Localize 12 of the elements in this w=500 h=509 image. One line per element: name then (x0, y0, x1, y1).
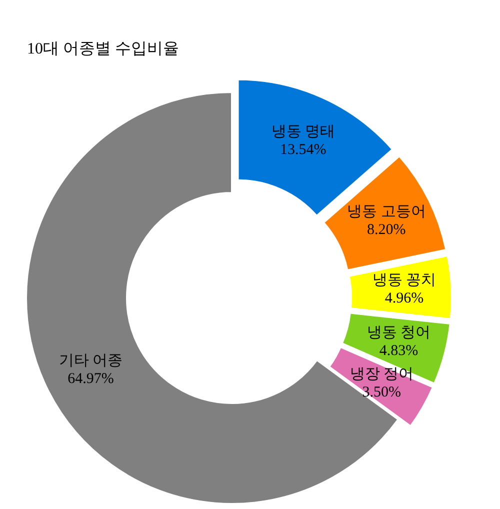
slice-label: 냉동 꽁치 (372, 272, 436, 289)
data-label: 3.50% (362, 384, 402, 401)
slice-label: 냉동 고등어 (347, 204, 426, 220)
data-label: 13.54% (280, 142, 326, 158)
data-label: 4.96% (384, 290, 424, 307)
slice-label: 냉동 청어 (366, 325, 431, 342)
data-label: 8.20% (367, 222, 406, 238)
slice-label: 냉동 명태 (271, 124, 336, 140)
chart-title: 10대 어종별 수입비율 (27, 40, 179, 58)
slice-label: 기타 어종 (58, 352, 123, 369)
data-label: 4.83% (379, 343, 418, 360)
data-label: 64.97% (68, 370, 114, 387)
